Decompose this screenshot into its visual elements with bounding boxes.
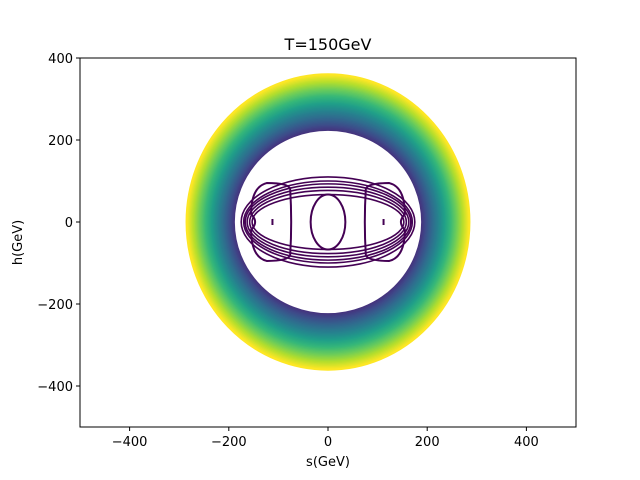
inner-contour-loop xyxy=(248,189,408,255)
inner-contour-loop xyxy=(242,180,414,264)
x-tick-label: −400 xyxy=(112,435,148,450)
y-tick-label: −200 xyxy=(37,298,73,313)
x-tick-label: 400 xyxy=(514,435,539,450)
chart-title: T=150GeV xyxy=(284,35,372,54)
x-axis-label: s(GeV) xyxy=(306,455,350,470)
contour-level-line xyxy=(185,73,471,371)
x-axis-ticks: −400 −200 0 200 400 xyxy=(112,427,539,450)
central-contour-loop xyxy=(309,193,347,251)
left-minimum-contour xyxy=(250,182,293,262)
x-tick-label: −200 xyxy=(211,435,247,450)
inner-contour-loop xyxy=(244,183,412,261)
x-tick-label: 200 xyxy=(415,435,440,450)
contour-bands xyxy=(185,73,471,371)
contour-lines xyxy=(240,176,416,268)
x-tick-label: 0 xyxy=(324,435,332,450)
y-axis-ticks: −400 −200 0 200 400 xyxy=(37,52,80,395)
y-tick-label: −400 xyxy=(37,380,73,395)
y-tick-label: 0 xyxy=(65,216,73,231)
inner-contour-loop xyxy=(240,176,416,268)
y-axis-label: h(GeV) xyxy=(11,220,26,265)
y-tick-label: 400 xyxy=(48,52,73,67)
inner-contour-loop xyxy=(246,186,410,258)
right-minimum-contour xyxy=(363,182,406,262)
y-tick-label: 200 xyxy=(48,134,73,149)
